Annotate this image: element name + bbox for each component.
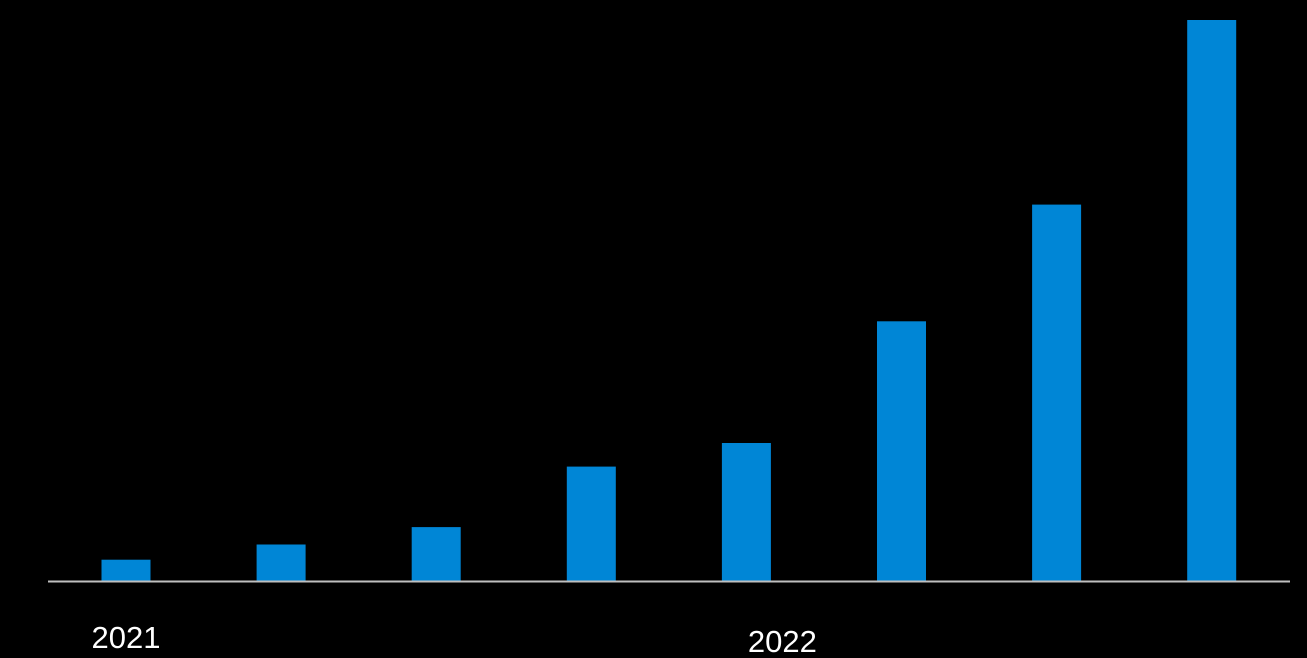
- bar-8: [1187, 20, 1237, 581]
- group-label-2021: 2021: [92, 620, 161, 655]
- bar-1: [101, 559, 151, 581]
- bars: [101, 20, 1237, 581]
- bar-7: [1032, 204, 1082, 581]
- group-labels: 2021 2022: [92, 620, 817, 658]
- bar-5: [721, 443, 771, 581]
- group-label-2022: 2022: [748, 624, 817, 658]
- bar-3: [411, 527, 461, 581]
- bar-2: [256, 544, 306, 581]
- bar-4: [566, 466, 616, 581]
- bar-6: [877, 321, 926, 581]
